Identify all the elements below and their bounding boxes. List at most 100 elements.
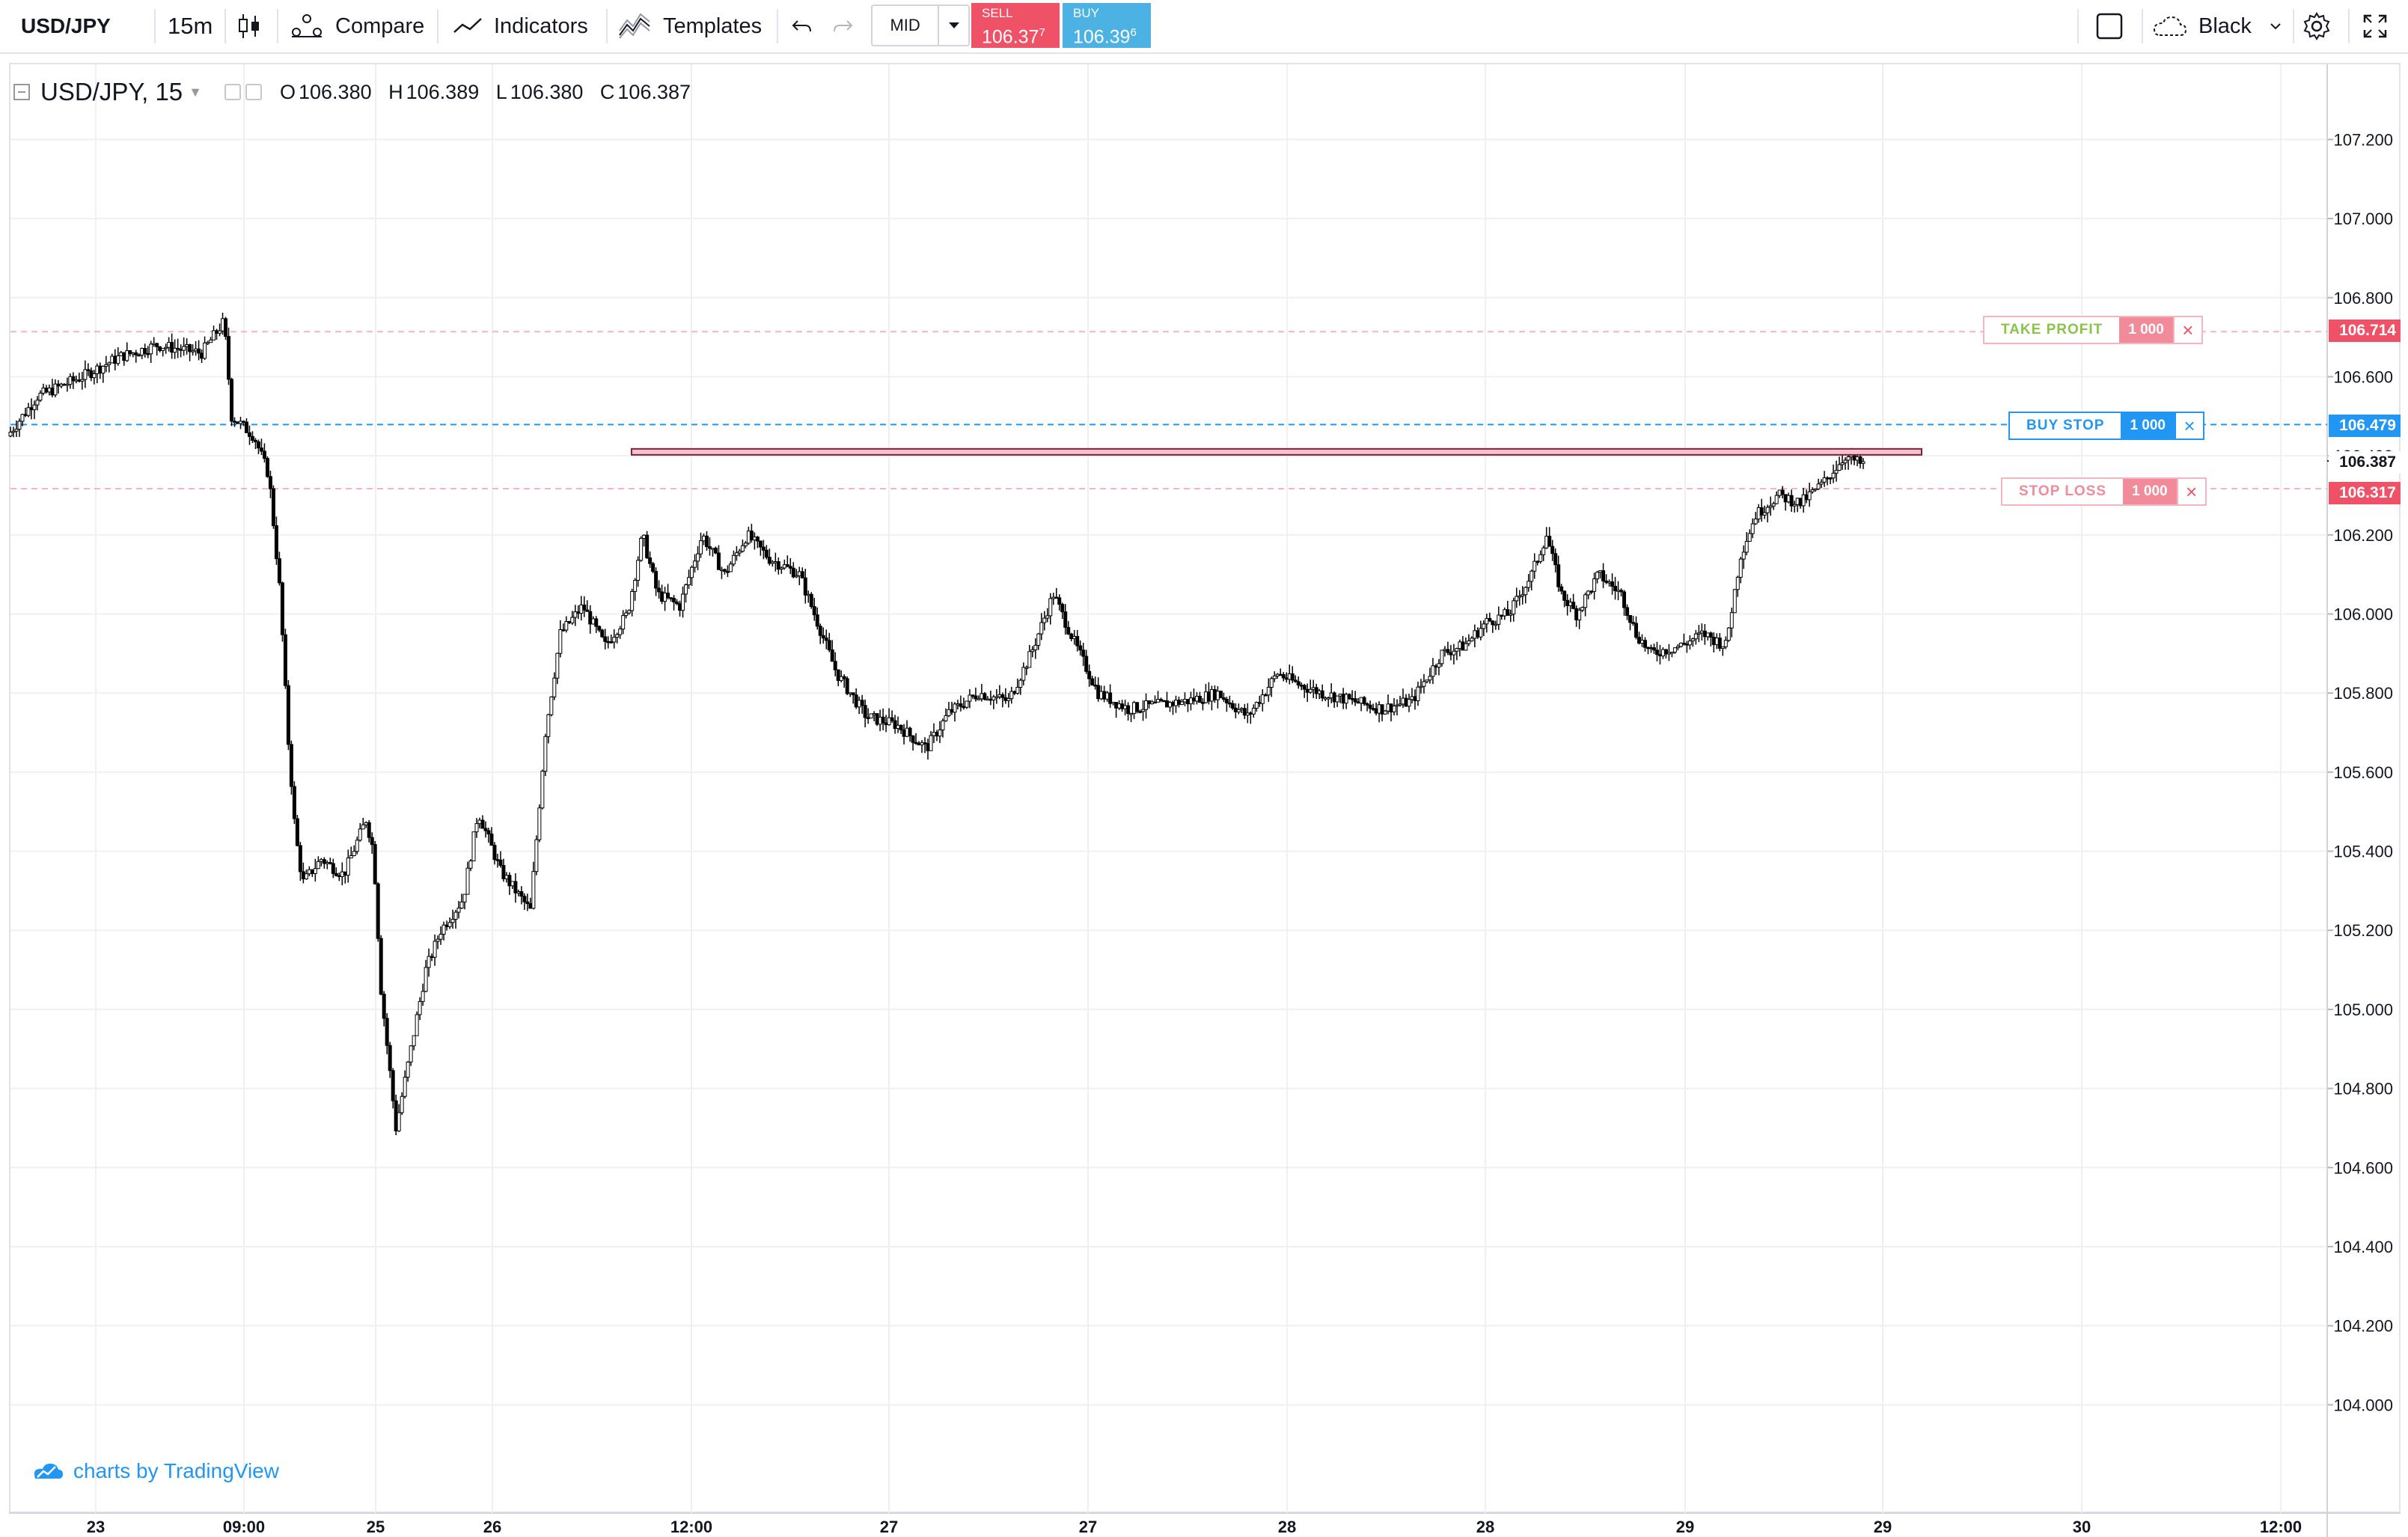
- stop-loss-order[interactable]: STOP LOSS 1 000 ×: [2001, 477, 2207, 506]
- settings-button[interactable]: [2302, 0, 2332, 52]
- candle-body: [1141, 709, 1146, 712]
- fullscreen-toggle-button[interactable]: [2095, 0, 2124, 52]
- candle-body: [561, 629, 566, 632]
- sell-button[interactable]: SELL 106.377: [971, 3, 1060, 48]
- candle-body: [776, 561, 780, 570]
- chart-style-button[interactable]: [236, 0, 262, 52]
- candle-body: [1559, 586, 1564, 592]
- candle-body: [1840, 462, 1845, 465]
- buy-button[interactable]: BUY 106.396: [1063, 3, 1151, 48]
- candle-body: [1762, 512, 1767, 516]
- candle-body: [1263, 694, 1268, 697]
- candle-body: [47, 387, 52, 393]
- candle-body: [911, 735, 915, 743]
- candle-body: [941, 720, 945, 730]
- candle-body: [1855, 456, 1860, 461]
- legend-collapse-button[interactable]: [13, 84, 30, 100]
- candle-body: [1365, 703, 1369, 706]
- candle-body: [881, 716, 885, 724]
- candle-body: [1176, 700, 1181, 705]
- gear-icon: [2303, 12, 2330, 40]
- take-profit-label: TAKE PROFIT: [2001, 322, 2103, 337]
- symbol-search-button[interactable]: USD/JPY: [21, 14, 111, 37]
- expand-icon: [2363, 14, 2387, 38]
- candle-body: [1221, 697, 1226, 700]
- time-axis-label: 12:00: [670, 1518, 712, 1536]
- resistance-rectangle[interactable]: [631, 447, 1922, 456]
- candle-body: [791, 567, 795, 578]
- candle-body: [725, 571, 730, 573]
- candle-body: [283, 634, 287, 686]
- candle-body: [304, 873, 308, 880]
- candle-body: [767, 557, 771, 564]
- candle-body: [1837, 464, 1842, 471]
- theme-select[interactable]: Black: [2151, 0, 2282, 52]
- candle-body: [1601, 570, 1606, 581]
- candle-body: [1320, 690, 1324, 699]
- take-profit-price-tag: 106.714: [2329, 320, 2401, 342]
- price-source-select[interactable]: MID: [871, 4, 970, 46]
- candle-body: [444, 924, 449, 927]
- candle-body: [110, 355, 114, 364]
- candle-body: [1159, 699, 1164, 701]
- candle-body: [32, 404, 37, 411]
- candle-body: [256, 441, 260, 449]
- candle-body: [1437, 663, 1441, 668]
- candle-body: [349, 855, 353, 859]
- close-icon[interactable]: ×: [2176, 479, 2205, 504]
- candle-body: [1356, 701, 1360, 704]
- take-profit-order[interactable]: TAKE PROFIT 1 000 ×: [1983, 316, 2203, 344]
- fullscreen-button[interactable]: [2362, 0, 2389, 52]
- candle-body: [1167, 702, 1172, 708]
- candle-body: [1138, 711, 1143, 713]
- candle-body: [1066, 626, 1071, 635]
- candle-body: [1813, 488, 1818, 491]
- candle-body: [215, 330, 219, 334]
- candle-body: [579, 604, 584, 614]
- candle-body: [1595, 572, 1600, 580]
- indicators-button[interactable]: Indicators: [452, 0, 588, 52]
- last-price-tag: 106.387: [2329, 451, 2401, 474]
- high-value: 106.389: [406, 80, 480, 103]
- candle-body: [1574, 608, 1579, 620]
- close-icon[interactable]: ×: [2172, 317, 2201, 343]
- candle-body: [1108, 692, 1113, 704]
- candle-body: [125, 350, 129, 361]
- time-axis-label: 12:00: [2260, 1518, 2302, 1536]
- close-icon[interactable]: ×: [2175, 413, 2203, 439]
- candle-body: [1669, 651, 1674, 654]
- candle-body: [1509, 614, 1513, 616]
- compare-icon: [292, 14, 322, 37]
- candle-body: [74, 379, 79, 382]
- tradingview-attribution[interactable]: charts by TradingView: [30, 1459, 279, 1483]
- candle-body: [710, 548, 715, 550]
- chevron-down-icon[interactable]: ▼: [189, 84, 202, 100]
- candle-body: [782, 564, 786, 569]
- candle-body: [1302, 685, 1307, 690]
- candle-body: [59, 383, 64, 387]
- candle-body: [678, 603, 682, 611]
- settings-icon[interactable]: [245, 84, 262, 100]
- candle-body: [660, 591, 664, 602]
- candle-body: [639, 537, 644, 561]
- candle-body: [77, 379, 82, 382]
- buy-stop-order[interactable]: BUY STOP 1 000 ×: [2008, 412, 2204, 440]
- compare-button[interactable]: Compare: [289, 0, 424, 52]
- visibility-icon[interactable]: [224, 84, 241, 100]
- redo-button[interactable]: [832, 0, 855, 52]
- candle-body: [1311, 687, 1315, 690]
- templates-button[interactable]: Templates: [618, 0, 762, 52]
- candle-body: [1535, 560, 1540, 563]
- candle-body: [29, 407, 34, 411]
- legend-title[interactable]: USD/JPY, 15: [40, 78, 183, 106]
- candle-body: [101, 366, 106, 374]
- interval-button[interactable]: 15m: [168, 13, 213, 39]
- candle-body: [1619, 590, 1624, 593]
- candle-body: [884, 722, 888, 726]
- candle-body: [693, 560, 697, 568]
- candle-body: [1666, 652, 1671, 655]
- candle-body: [1795, 498, 1800, 505]
- undo-button[interactable]: [790, 0, 813, 52]
- candle-body: [752, 537, 757, 541]
